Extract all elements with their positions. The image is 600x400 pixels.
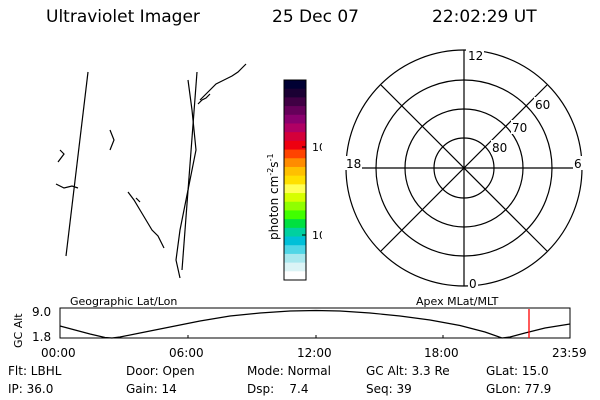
colorbar-swatch — [284, 184, 306, 194]
colorbar-swatch — [284, 175, 306, 185]
info-dsp: Dsp: 7.4 — [247, 382, 309, 396]
info-filter: Flt: LBHL — [8, 364, 62, 378]
label-bg — [573, 156, 585, 170]
altitude-ymin: 1.8 — [32, 330, 51, 344]
label-bg — [534, 97, 552, 111]
polar-diagonal-2 — [380, 84, 548, 252]
polar-label-18: 18 — [346, 157, 361, 171]
colorbar-swatch — [284, 114, 306, 124]
colorbar-swatch — [284, 106, 306, 116]
colorbar-swatch — [284, 132, 306, 142]
polar-label-6: 6 — [574, 157, 582, 171]
polar-label-12: 12 — [468, 49, 483, 63]
info-ip: IP: 36.0 — [8, 382, 54, 396]
colorbar-swatch — [284, 262, 306, 272]
coastline-segment — [109, 129, 115, 151]
label-bg — [344, 156, 362, 170]
colorbar-tick-10: 10 — [312, 229, 322, 242]
info-seq: Seq: 39 — [366, 382, 412, 396]
coastline-arc — [175, 79, 197, 279]
colorbar-swatch — [284, 158, 306, 168]
coastline-segment — [197, 93, 211, 105]
altitude-plot: GC Alt 9.0 1.8 00:00 06:00 12:00 18:00 2… — [12, 305, 587, 360]
altitude-xtick-label: 18:00 — [424, 346, 459, 360]
altitude-xtick-label: 06:00 — [169, 346, 204, 360]
colorbar-label: photon cm-2s-1 — [266, 153, 281, 240]
info-glon: GLon: 77.9 — [486, 382, 552, 396]
coastline-segment — [127, 191, 165, 249]
colorbar-swatch — [284, 253, 306, 264]
colorbar-swatch — [284, 227, 306, 238]
colorbar-swatch — [284, 97, 306, 107]
longitude-line-west — [65, 71, 89, 257]
altitude-xtick-label: 12:00 — [297, 346, 332, 360]
colorbar-swatch — [284, 210, 306, 220]
coastline-segment — [55, 183, 79, 189]
apex-caption: Apex MLat/MLT — [416, 295, 499, 308]
colorbar: 100 10 photon cm-2s-1 — [266, 79, 322, 281]
info-mode: Mode: Normal — [247, 364, 331, 378]
info-gc-alt: GC Alt: 3.3 Re — [366, 364, 450, 378]
altitude-curve — [59, 309, 571, 339]
colorbar-swatch — [284, 193, 306, 203]
longitude-line-east — [181, 71, 198, 271]
colorbar-swatch — [284, 219, 306, 229]
colorbar-tick-100: 100 — [312, 141, 322, 154]
label-bg — [466, 48, 484, 62]
label-bg — [511, 120, 529, 134]
colorbar-swatches — [284, 80, 306, 281]
polar-label-60: 60 — [535, 98, 550, 112]
header-date: 25 Dec 07 — [272, 7, 359, 27]
colorbar-swatch — [284, 271, 306, 281]
colorbar-swatch — [284, 245, 306, 255]
coastline-northeast — [199, 63, 247, 101]
altitude-ylabel: GC Alt — [12, 313, 25, 348]
app-title: Ultraviolet Imager — [46, 7, 200, 27]
colorbar-swatch — [284, 88, 306, 98]
altitude-ymax: 9.0 — [32, 305, 51, 319]
colorbar-swatch — [284, 140, 306, 151]
colorbar-swatch — [284, 123, 306, 133]
coastline-segment — [57, 149, 65, 163]
altitude-xtick-label: 23:59 — [552, 346, 587, 360]
info-gain: Gain: 14 — [126, 382, 177, 396]
label-bg — [468, 276, 478, 290]
geographic-map — [55, 63, 247, 279]
info-glat: GLat: 15.0 — [486, 364, 549, 378]
info-door: Door: Open — [126, 364, 195, 378]
altitude-frame — [59, 307, 571, 339]
colorbar-frame — [283, 79, 307, 281]
altitude-xtick-label: 00:00 — [41, 346, 76, 360]
colorbar-swatch — [284, 149, 306, 159]
polar-label-70: 70 — [512, 121, 527, 135]
geographic-caption: Geographic Lat/Lon — [70, 295, 178, 308]
label-bg — [491, 140, 509, 154]
colorbar-swatch — [284, 80, 306, 90]
polar-plot: 12 18 6 0 60 70 80 — [344, 48, 585, 290]
polar-label-0: 0 — [469, 277, 477, 290]
colorbar-swatch — [284, 166, 306, 177]
coastline-segment — [135, 197, 141, 203]
header-time: 22:02:29 UT — [432, 7, 537, 27]
polar-label-80: 80 — [492, 141, 507, 155]
colorbar-swatch — [284, 201, 306, 211]
colorbar-swatch — [284, 236, 306, 246]
